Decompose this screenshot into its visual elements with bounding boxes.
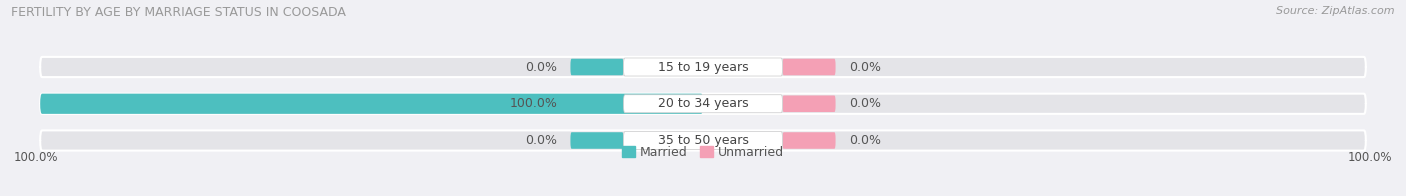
- Text: 100.0%: 100.0%: [509, 97, 557, 110]
- FancyBboxPatch shape: [783, 95, 835, 112]
- FancyBboxPatch shape: [623, 58, 783, 76]
- Legend: Married, Unmarried: Married, Unmarried: [617, 141, 789, 164]
- FancyBboxPatch shape: [41, 57, 1365, 77]
- FancyBboxPatch shape: [571, 59, 623, 75]
- Text: 100.0%: 100.0%: [14, 151, 58, 163]
- FancyBboxPatch shape: [571, 95, 623, 112]
- Text: FERTILITY BY AGE BY MARRIAGE STATUS IN COOSADA: FERTILITY BY AGE BY MARRIAGE STATUS IN C…: [11, 6, 346, 19]
- Text: 0.0%: 0.0%: [849, 134, 880, 147]
- Text: 35 to 50 years: 35 to 50 years: [658, 134, 748, 147]
- Text: 15 to 19 years: 15 to 19 years: [658, 61, 748, 74]
- FancyBboxPatch shape: [783, 59, 835, 75]
- Text: 20 to 34 years: 20 to 34 years: [658, 97, 748, 110]
- FancyBboxPatch shape: [783, 132, 835, 149]
- Text: 0.0%: 0.0%: [849, 97, 880, 110]
- Text: Source: ZipAtlas.com: Source: ZipAtlas.com: [1277, 6, 1395, 16]
- FancyBboxPatch shape: [623, 95, 783, 113]
- FancyBboxPatch shape: [41, 94, 1365, 114]
- FancyBboxPatch shape: [623, 132, 783, 150]
- FancyBboxPatch shape: [41, 94, 703, 114]
- Text: 0.0%: 0.0%: [526, 61, 557, 74]
- FancyBboxPatch shape: [41, 130, 1365, 151]
- Text: 100.0%: 100.0%: [1348, 151, 1392, 163]
- Text: 0.0%: 0.0%: [849, 61, 880, 74]
- FancyBboxPatch shape: [571, 132, 623, 149]
- Text: 0.0%: 0.0%: [526, 134, 557, 147]
